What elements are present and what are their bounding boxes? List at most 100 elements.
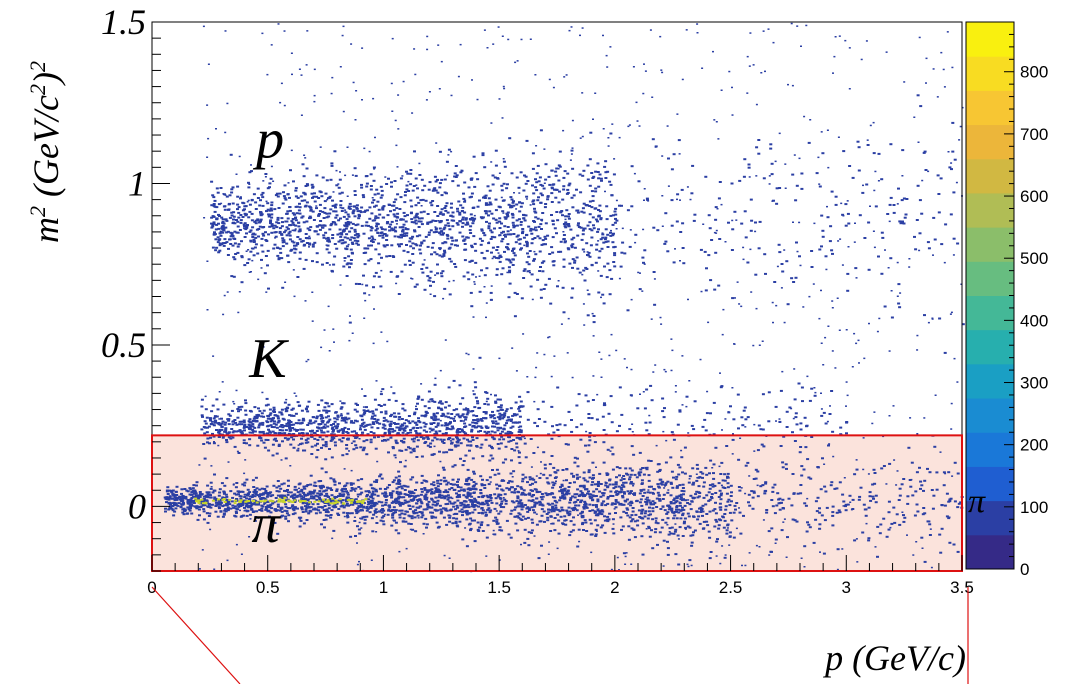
- scatter-point: [360, 424, 364, 427]
- scatter-point: [414, 489, 417, 491]
- scatter-point: [231, 235, 235, 237]
- scatter-point: [901, 220, 904, 223]
- scatter-point: [272, 247, 276, 250]
- scatter-point: [679, 496, 683, 499]
- scatter-point: [731, 297, 735, 300]
- scatter-point: [222, 244, 226, 247]
- scatter-point: [573, 456, 577, 459]
- scatter-point: [580, 238, 584, 241]
- scatter-point: [240, 405, 244, 408]
- scatter-point: [649, 384, 653, 387]
- scatter-point: [466, 491, 470, 494]
- scatter-point: [344, 247, 348, 250]
- scatter-point: [652, 226, 656, 229]
- scatter-point: [521, 228, 525, 230]
- scatter-point: [455, 222, 459, 225]
- scatter-point: [626, 490, 630, 493]
- scatter-point: [365, 182, 369, 185]
- scatter-point: [332, 210, 336, 213]
- scatter-point: [746, 261, 750, 264]
- scatter-point: [393, 454, 397, 457]
- scatter-point: [857, 146, 861, 149]
- scatter-point: [451, 465, 455, 468]
- scatter-point: [419, 505, 423, 508]
- scatter-point: [570, 238, 574, 241]
- scatter-point: [457, 438, 461, 441]
- scatter-point: [320, 426, 324, 429]
- scatter-point: [304, 233, 308, 235]
- scatter-point: [786, 536, 789, 539]
- scatter-point: [581, 207, 585, 210]
- scatter-point: [340, 242, 344, 245]
- scatter-point: [423, 442, 427, 444]
- scatter-point: [554, 174, 558, 177]
- scatter-point: [216, 191, 220, 194]
- scatter-point: [551, 220, 555, 222]
- scatter-point: [490, 212, 494, 215]
- scatter-point: [336, 512, 340, 515]
- scatter-point: [215, 246, 219, 249]
- scatter-point: [318, 496, 321, 499]
- scatter-point: [313, 192, 316, 195]
- scatter-point: [471, 421, 475, 424]
- scatter-point: [410, 205, 414, 208]
- scatter-point: [316, 403, 320, 406]
- scatter-point: [497, 257, 501, 260]
- scatter-point: [513, 225, 517, 228]
- scatter-point: [528, 476, 532, 479]
- scatter-point: [362, 440, 366, 443]
- scatter-point: [609, 231, 612, 234]
- scatter-point: [465, 221, 469, 224]
- scatter-point: [412, 440, 416, 443]
- scatter-point: [573, 246, 577, 249]
- scatter-point: [476, 178, 480, 181]
- scatter-point: [306, 424, 310, 426]
- scatter-point: [349, 221, 353, 224]
- scatter-point: [907, 446, 911, 449]
- scatter-point: [663, 242, 667, 245]
- scatter-point: [466, 236, 470, 239]
- scatter-point: [213, 205, 217, 208]
- scatter-point: [556, 285, 559, 288]
- scatter-point: [727, 498, 731, 501]
- scatter-point: [476, 400, 479, 403]
- scatter-point: [715, 540, 719, 543]
- scatter-point: [848, 165, 852, 167]
- scatter-point: [340, 232, 343, 235]
- scatter-point: [182, 495, 185, 498]
- scatter-point: [209, 419, 212, 422]
- scatter-point: [534, 488, 538, 491]
- scatter-point: [260, 237, 264, 240]
- scatter-point: [387, 484, 391, 486]
- scatter-point: [266, 439, 270, 441]
- scatter-point: [566, 172, 570, 175]
- scatter-point: [299, 195, 303, 198]
- scatter-point: [373, 398, 377, 401]
- scatter-point: [577, 393, 581, 396]
- scatter-point: [261, 250, 265, 253]
- scatter-point: [467, 506, 471, 509]
- scatter-point: [496, 246, 500, 248]
- scatter-point: [200, 398, 204, 401]
- scatter-point: [483, 234, 487, 237]
- scatter-point: [448, 293, 452, 296]
- scatter-point: [683, 517, 687, 520]
- scatter-point: [472, 393, 476, 396]
- scatter-point: [453, 263, 457, 265]
- scatter-point: [672, 502, 676, 505]
- scatter-point: [505, 419, 509, 422]
- scatter-point: [222, 492, 226, 495]
- scatter-point: [410, 515, 414, 518]
- scatter-point: [233, 222, 237, 225]
- scatter-point: [248, 438, 252, 441]
- scatter-point: [920, 212, 924, 215]
- scatter-point: [594, 504, 598, 506]
- scatter-point: [568, 501, 572, 504]
- scatter-point: [239, 214, 243, 216]
- scatter-point: [778, 187, 782, 189]
- scatter-point: [938, 533, 942, 536]
- scatter-point: [599, 238, 603, 241]
- scatter-point: [308, 243, 312, 246]
- scatter-point: [523, 268, 527, 271]
- scatter-point: [823, 519, 827, 522]
